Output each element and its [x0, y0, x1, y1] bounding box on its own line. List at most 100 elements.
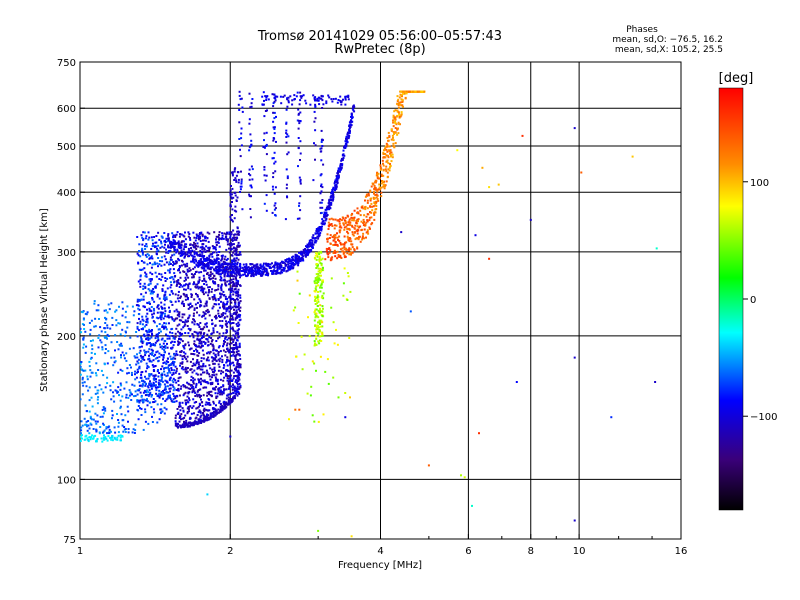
- data-point: [176, 250, 179, 253]
- data-point: [234, 205, 237, 208]
- data-point: [174, 379, 177, 382]
- data-point: [182, 250, 185, 253]
- data-point: [355, 221, 358, 224]
- data-point: [151, 239, 154, 242]
- data-point: [97, 369, 100, 371]
- data-point: [80, 432, 82, 435]
- data-point: [320, 173, 323, 176]
- data-point: [229, 295, 232, 298]
- data-point: [187, 408, 190, 410]
- data-point: [320, 228, 323, 230]
- data-point: [216, 271, 219, 274]
- data-point: [231, 388, 234, 391]
- data-point: [200, 258, 203, 261]
- data-point: [286, 258, 289, 261]
- data-point: [274, 263, 277, 265]
- data-point: [407, 90, 410, 93]
- data-point: [108, 428, 111, 431]
- data-point: [225, 284, 228, 287]
- data-point: [103, 309, 106, 312]
- data-point: [369, 227, 371, 230]
- data-point: [219, 350, 222, 353]
- data-point: [382, 169, 385, 172]
- data-point: [197, 238, 200, 241]
- data-point: [225, 259, 228, 262]
- data-point: [210, 414, 213, 417]
- data-point: [98, 384, 101, 387]
- data-point: [299, 152, 302, 155]
- data-point: [240, 185, 243, 188]
- data-point: [184, 323, 187, 326]
- data-point: [202, 311, 205, 314]
- data-point: [295, 95, 298, 98]
- data-point: [110, 438, 113, 441]
- data-point: [211, 383, 214, 385]
- data-point: [222, 279, 225, 282]
- data-point: [252, 273, 255, 276]
- data-point: [158, 379, 161, 382]
- data-point: [208, 352, 211, 355]
- data-point: [267, 98, 270, 101]
- data-point: [169, 363, 172, 366]
- data-point: [212, 298, 215, 301]
- data-point: [317, 237, 320, 240]
- data-point: [208, 391, 211, 394]
- data-point: [223, 278, 226, 281]
- data-point: [384, 147, 386, 150]
- data-point: [232, 318, 234, 321]
- data-point: [233, 312, 236, 314]
- data-point: [106, 326, 109, 329]
- data-point: [368, 219, 371, 222]
- data-point: [202, 274, 205, 277]
- data-point: [160, 273, 163, 276]
- data-point: [184, 238, 187, 241]
- data-point: [199, 421, 202, 424]
- data-point: [331, 236, 334, 239]
- data-point: [95, 440, 98, 443]
- data-point: [83, 323, 85, 326]
- data-point: [379, 188, 382, 191]
- data-point: [144, 354, 147, 357]
- data-point: [139, 349, 142, 352]
- data-point: [96, 398, 99, 401]
- data-point: [309, 250, 311, 253]
- data-point: [175, 327, 178, 330]
- data-point: [153, 309, 156, 312]
- data-point: [375, 188, 378, 191]
- data-point: [207, 274, 210, 277]
- data-point: [348, 129, 351, 132]
- data-point: [321, 218, 324, 221]
- data-point: [348, 240, 351, 243]
- data-point: [329, 259, 332, 262]
- data-point: [216, 331, 219, 334]
- data-point: [191, 365, 194, 367]
- data-point: [182, 394, 185, 397]
- data-point: [256, 272, 259, 275]
- data-point: [181, 254, 184, 257]
- data-point: [85, 385, 88, 388]
- data-point: [232, 278, 235, 281]
- data-point: [334, 184, 337, 187]
- data-point: [391, 156, 394, 159]
- data-point: [172, 400, 175, 403]
- data-point: [185, 371, 188, 374]
- data-point: [312, 243, 315, 246]
- data-point: [179, 338, 182, 341]
- data-point: [397, 106, 400, 109]
- data-point: [342, 222, 345, 225]
- chart-subtitle: RwPretec (8p): [334, 42, 425, 57]
- data-point: [229, 291, 232, 294]
- data-point: [95, 362, 98, 365]
- data-point: [179, 333, 182, 336]
- data-point: [155, 380, 158, 383]
- data-point: [146, 393, 149, 396]
- data-point: [263, 132, 266, 135]
- data-point: [228, 263, 231, 265]
- data-point: [202, 419, 205, 422]
- data-point: [119, 382, 122, 385]
- data-point: [142, 288, 145, 290]
- data-point: [173, 253, 176, 256]
- data-point: [349, 224, 352, 227]
- data-point: [174, 354, 177, 357]
- data-point: [190, 260, 193, 263]
